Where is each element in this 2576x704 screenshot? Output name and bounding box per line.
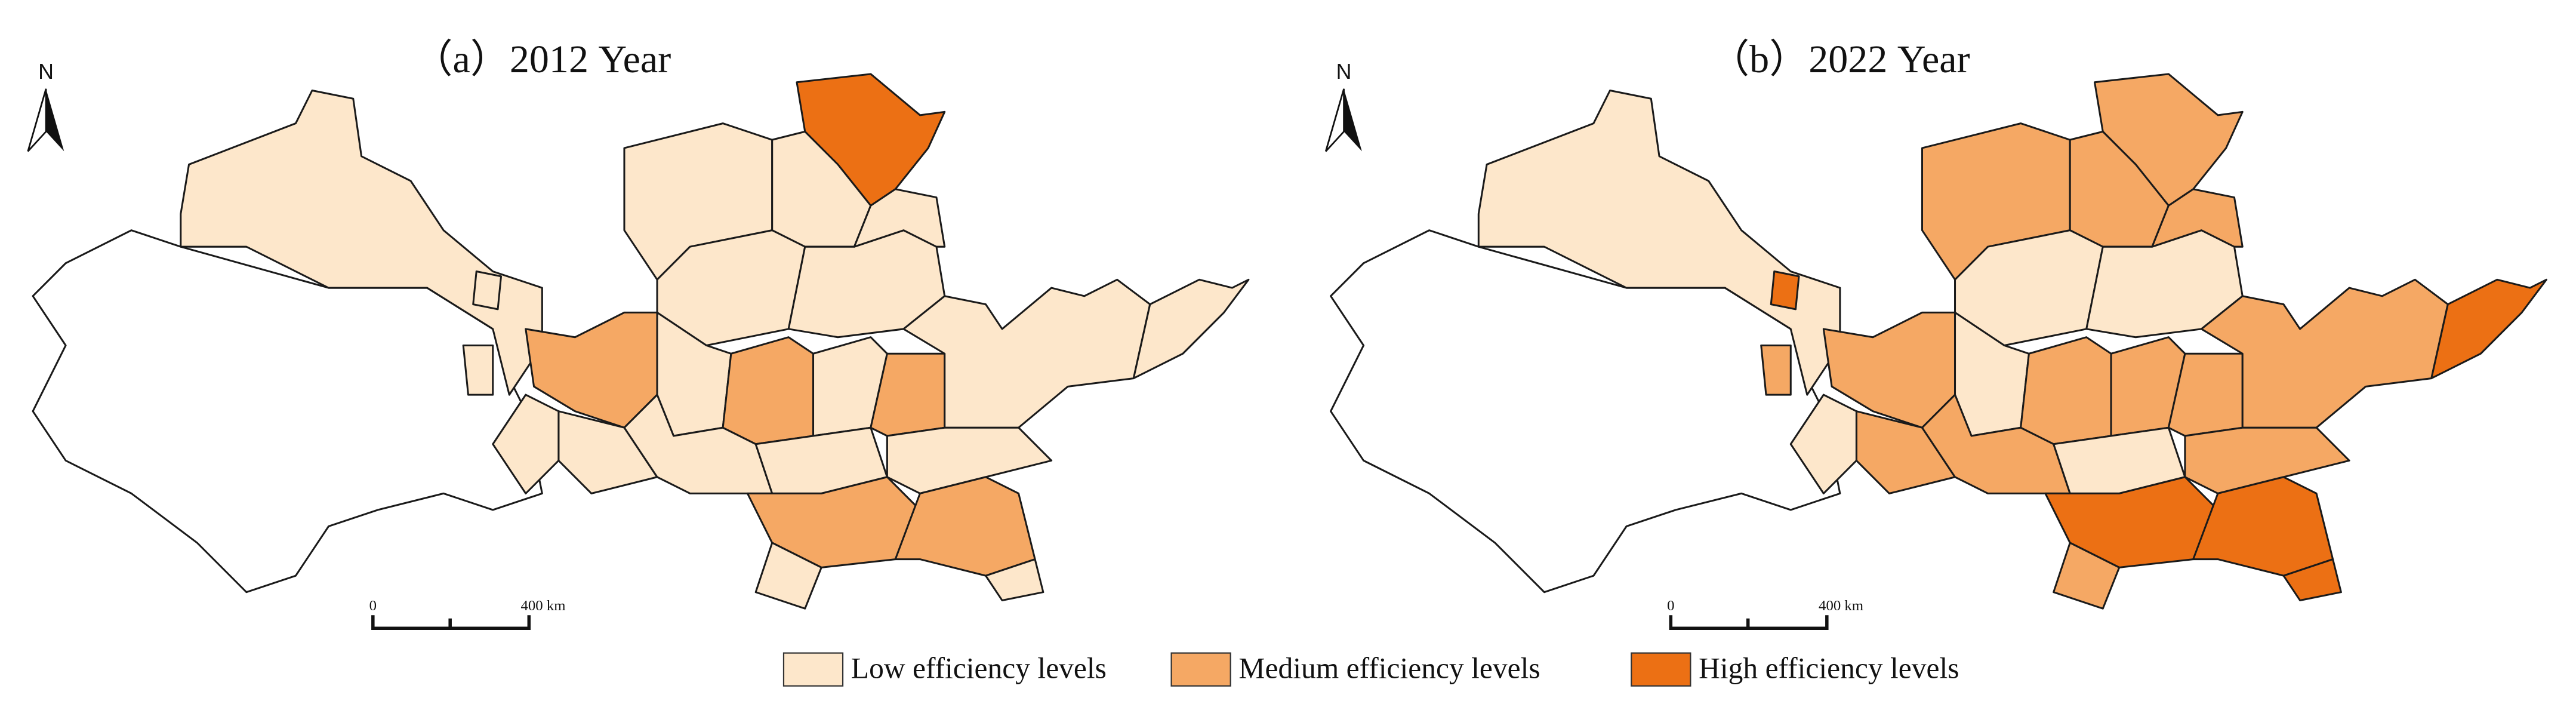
region [2020, 336, 2112, 445]
region [1954, 229, 2104, 346]
region [2282, 558, 2342, 601]
north-label: N [1336, 60, 1352, 84]
region [180, 89, 543, 396]
region [2430, 278, 2547, 380]
north-arrow [1324, 88, 1345, 152]
region [1132, 278, 1250, 380]
scale-label: 0 [369, 598, 377, 614]
north-arrow [27, 88, 47, 152]
region [492, 393, 560, 494]
legend-swatch [1170, 652, 1231, 687]
legend-label: High efficiency levels [1699, 651, 1959, 684]
region [2184, 426, 2350, 494]
north-label: N [38, 60, 54, 84]
legend-label: Low efficiency levels [851, 651, 1107, 684]
region [1770, 270, 1800, 311]
region [1789, 393, 1857, 494]
region [886, 426, 1053, 494]
region [472, 270, 503, 311]
legend-swatch [1631, 652, 1691, 687]
region [2053, 542, 2121, 610]
north-arrow [46, 88, 64, 152]
region [1760, 344, 1792, 396]
panel-title: （b）2022 Year [1710, 38, 1970, 81]
panel-title: （a）2012 Year [413, 38, 671, 81]
region [754, 542, 822, 610]
region [656, 229, 806, 346]
scale-label: 400 km [521, 598, 566, 614]
region [853, 188, 946, 248]
legend-label: Medium efficiency levels [1238, 651, 1540, 684]
scale-label: 0 [1667, 598, 1674, 614]
region [1477, 89, 1841, 396]
region [985, 558, 1044, 601]
north-arrow [1344, 88, 1362, 152]
scale-bar [371, 615, 531, 631]
legend-swatch [782, 652, 844, 687]
region [2151, 188, 2244, 248]
scale-bar [1669, 615, 1829, 631]
region [462, 344, 494, 396]
region [722, 336, 815, 445]
scale-label: 400 km [1819, 598, 1863, 614]
